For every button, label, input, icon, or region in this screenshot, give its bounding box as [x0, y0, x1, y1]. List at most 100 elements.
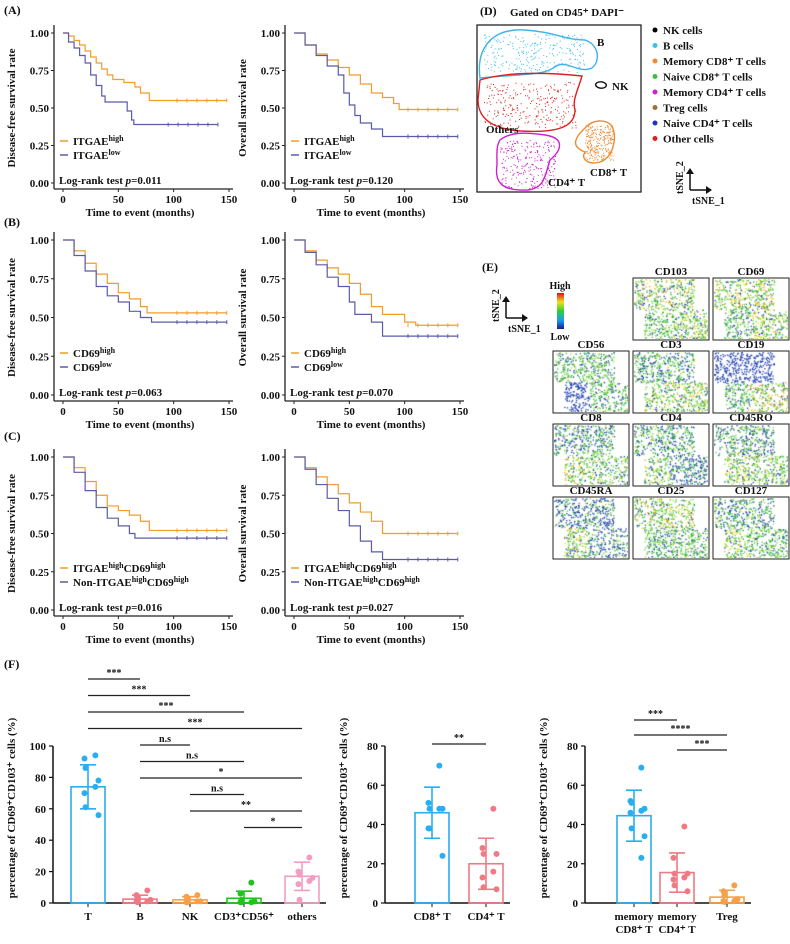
log-rank-annotation: Log-rank test p=0.016: [59, 602, 163, 614]
tspan: ITGAE: [304, 563, 339, 575]
cell-dot: [592, 136, 594, 138]
cell-dot: [512, 48, 514, 50]
legend-label: Treg cells: [663, 103, 708, 115]
cell-dot: [502, 158, 504, 160]
cell-dot: [608, 157, 610, 159]
cell-dot: [588, 137, 590, 139]
cell-dot: [533, 89, 535, 91]
cell-dot: [558, 63, 560, 65]
cell-dot: [565, 84, 567, 86]
cell-dot: [502, 65, 504, 67]
heatmap-cd45ro: [714, 425, 788, 485]
cell-dot: [506, 150, 508, 152]
tspan: high: [405, 575, 421, 584]
data-point: [95, 812, 102, 819]
cell-dot: [519, 114, 521, 116]
cell-dot: [513, 64, 515, 66]
cell-dot: [548, 163, 550, 165]
cell-dot: [540, 42, 542, 44]
marker-title: CD56: [578, 339, 605, 351]
cell-dot: [532, 177, 534, 179]
cell-dot: [579, 51, 581, 53]
cell-dot: [586, 147, 588, 149]
cell-dot: [553, 45, 555, 47]
cell-dot: [502, 62, 504, 64]
cell-dot: [543, 62, 545, 64]
cell-dot: [498, 67, 500, 69]
cell-dot: [585, 139, 587, 141]
cell-dot: [528, 98, 530, 100]
cell-dot: [593, 150, 595, 152]
cell-dot: [504, 101, 506, 103]
cell-dot: [591, 129, 593, 131]
marker-title: CD25: [658, 485, 685, 497]
cell-dot: [549, 47, 551, 49]
cell-dot: [492, 118, 494, 120]
x-axis-label: Time to event (months): [317, 634, 426, 646]
cell-dot: [553, 47, 555, 49]
cell-dot: [536, 44, 538, 46]
y-axis-label: percentage of CD69⁺CD103⁺ cells (%): [6, 717, 18, 898]
cell-dot: [611, 158, 613, 160]
cell-dot: [532, 64, 534, 66]
cell-dot: [542, 183, 544, 185]
cell-dot: [494, 48, 496, 50]
cell-dot: [568, 48, 570, 50]
cell-dot: [539, 156, 541, 158]
cell-dot: [611, 152, 613, 154]
x-tick-label: 100: [396, 194, 413, 206]
cell-dot: [544, 152, 546, 154]
cell-dot: [515, 35, 517, 37]
y-tick-label: 1.00: [261, 452, 281, 464]
cell-dot: [540, 48, 542, 50]
cell-dot: [588, 158, 590, 160]
cell-dot: [589, 152, 591, 154]
cell-dot: [520, 40, 522, 42]
cell-dot: [493, 57, 495, 59]
log-rank-annotation: Log-rank test p=0.027: [290, 602, 394, 614]
cell-dot: [509, 104, 511, 106]
cell-dot: [562, 64, 564, 66]
cell-dot: [589, 126, 591, 128]
cell-dot: [596, 141, 598, 143]
cell-dot: [524, 88, 526, 90]
cell-dot: [513, 155, 515, 157]
tspan: low: [108, 148, 120, 157]
cell-dot: [531, 157, 533, 159]
cell-dot: [557, 110, 559, 112]
cell-dot: [595, 149, 597, 151]
tspan: ITGAE: [304, 150, 339, 162]
significance-label: n.s: [186, 751, 198, 762]
cell-dot: [588, 126, 590, 128]
cell-dot: [548, 150, 550, 152]
cell-dot: [527, 84, 529, 86]
cell-dot: [595, 133, 597, 135]
cell-dot: [554, 160, 556, 162]
cell-dot: [560, 59, 562, 61]
legend-entry: CD69low: [73, 360, 112, 374]
cell-dot: [515, 165, 517, 167]
cell-dot: [506, 113, 508, 115]
cell-dot: [575, 127, 577, 129]
tspan: p: [125, 602, 132, 614]
legend-entry: ITGAEhighCD69high: [73, 561, 166, 575]
cell-dot: [525, 150, 527, 152]
cell-dot: [564, 36, 566, 38]
cell-dot: [533, 146, 535, 148]
cell-dot: [540, 119, 542, 121]
cell-dot: [497, 111, 499, 113]
cell-dot: [510, 105, 512, 107]
tspan: CD69: [378, 577, 405, 589]
y-axis-label: percentage of CD69⁺CD103⁺ cells (%): [538, 717, 550, 898]
cell-dot: [517, 127, 519, 129]
cell-dot: [609, 153, 611, 155]
cell-dot: [533, 187, 535, 189]
tspan: p: [125, 175, 132, 187]
cell-dot: [605, 151, 607, 153]
cell-dot: [550, 119, 552, 121]
cell-dot: [592, 149, 594, 151]
cell-dot: [497, 38, 499, 40]
data-point: [439, 852, 446, 859]
cell-dot: [528, 62, 530, 64]
cell-dot: [545, 106, 547, 108]
